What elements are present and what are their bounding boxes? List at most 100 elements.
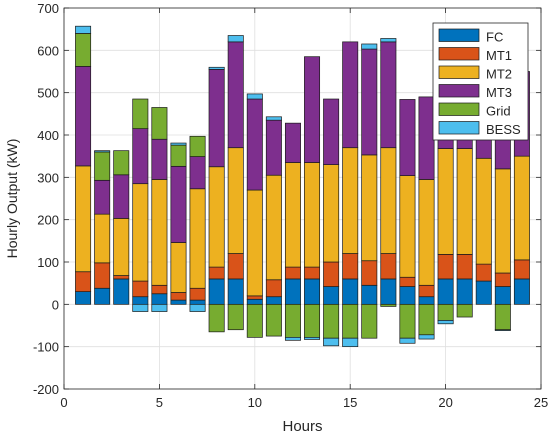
bar-bess-hour-14 bbox=[323, 337, 340, 347]
bar-mt1-hour-20 bbox=[437, 254, 454, 280]
bar-bess-hour-15 bbox=[342, 337, 359, 348]
bar-grid-hour-17 bbox=[380, 303, 397, 307]
bar-fc-hour-2 bbox=[94, 287, 111, 305]
bar-mt2-hour-10 bbox=[246, 189, 263, 297]
bar-fc-hour-12 bbox=[284, 278, 301, 305]
bar-fc-hour-22 bbox=[475, 280, 492, 305]
bar-mt1-hour-2 bbox=[94, 262, 111, 289]
x-tick-label: 20 bbox=[438, 395, 452, 410]
legend-label-fc: FC bbox=[486, 29, 503, 44]
bar-mt2-hour-5 bbox=[151, 179, 168, 286]
bar-mt3-hour-18 bbox=[399, 99, 416, 176]
x-tick-label: 5 bbox=[156, 395, 163, 410]
bar-mt3-hour-17 bbox=[380, 41, 397, 149]
bar-bess-hour-20 bbox=[437, 320, 454, 325]
bar-bess-hour-13 bbox=[304, 337, 321, 340]
bar-mt2-hour-18 bbox=[399, 175, 416, 278]
bar-mt2-hour-13 bbox=[304, 162, 321, 268]
bar-mt2-hour-11 bbox=[265, 174, 282, 281]
bar-fc-hour-6 bbox=[170, 299, 187, 305]
bar-grid-hour-1 bbox=[75, 33, 92, 67]
bar-fc-hour-14 bbox=[323, 286, 340, 305]
bar-bess-hour-2 bbox=[94, 150, 111, 153]
legend-label-mt2: MT2 bbox=[486, 66, 512, 81]
bar-fc-hour-18 bbox=[399, 286, 416, 305]
bar-fc-hour-7 bbox=[189, 299, 206, 305]
bar-bess-hour-17 bbox=[380, 38, 397, 43]
bar-mt3-hour-11 bbox=[265, 119, 282, 176]
bar-mt2-hour-20 bbox=[437, 148, 454, 255]
bar-mt2-hour-14 bbox=[323, 164, 340, 263]
bar-mt3-hour-6 bbox=[170, 165, 187, 243]
bar-mt2-hour-21 bbox=[456, 148, 473, 255]
bar-fc-hour-11 bbox=[265, 296, 282, 305]
bar-fc-hour-23 bbox=[494, 286, 511, 305]
bar-mt2-hour-2 bbox=[94, 213, 111, 264]
bar-grid-hour-14 bbox=[323, 303, 340, 339]
bar-mt3-hour-10 bbox=[246, 98, 263, 191]
bar-bess-hour-6 bbox=[170, 142, 187, 146]
bar-grid-hour-15 bbox=[342, 303, 359, 339]
bar-grid-hour-16 bbox=[361, 303, 378, 339]
y-tick-label: -200 bbox=[33, 382, 59, 397]
bar-mt1-hour-7 bbox=[189, 287, 206, 301]
legend-label-mt1: MT1 bbox=[486, 48, 512, 63]
bar-mt3-hour-5 bbox=[151, 138, 168, 180]
bar-mt2-hour-16 bbox=[361, 154, 378, 262]
bar-mt1-hour-19 bbox=[418, 284, 435, 298]
bar-mt3-hour-12 bbox=[284, 122, 301, 163]
bar-fc-hour-19 bbox=[418, 296, 435, 305]
y-tick-label: 100 bbox=[37, 255, 59, 270]
bar-grid-hour-2 bbox=[94, 151, 111, 181]
bar-mt2-hour-22 bbox=[475, 157, 492, 265]
bar-fc-hour-17 bbox=[380, 278, 397, 305]
bar-mt3-hour-3 bbox=[113, 174, 130, 219]
bar-mt1-hour-11 bbox=[265, 279, 282, 298]
bar-mt3-hour-13 bbox=[304, 56, 321, 163]
legend-box bbox=[432, 22, 529, 141]
bar-mt1-hour-4 bbox=[132, 280, 149, 298]
bar-grid-hour-12 bbox=[284, 303, 301, 338]
legend-swatch-mt3 bbox=[438, 84, 480, 98]
y-tick-label: 0 bbox=[52, 297, 59, 312]
bar-bess-hour-18 bbox=[399, 337, 416, 344]
bar-fc-hour-9 bbox=[227, 278, 244, 305]
bar-mt2-hour-1 bbox=[75, 165, 92, 273]
bar-fc-hour-1 bbox=[75, 291, 92, 305]
plot-frame bbox=[63, 7, 542, 390]
bar-mt2-hour-4 bbox=[132, 183, 149, 282]
bar-grid-hour-5 bbox=[151, 107, 168, 140]
bar-mt1-hour-15 bbox=[342, 253, 359, 280]
bar-mt3-hour-19 bbox=[418, 96, 435, 180]
y-tick-label: 600 bbox=[37, 43, 59, 58]
bar-fc-hour-20 bbox=[437, 278, 454, 305]
bar-mt3-hour-16 bbox=[361, 48, 378, 156]
bar-mt1-hour-24 bbox=[513, 259, 530, 280]
bar-mt1-hour-8 bbox=[208, 266, 225, 280]
bar-mt3-hour-9 bbox=[227, 41, 244, 149]
bar-mt2-hour-12 bbox=[284, 162, 301, 268]
bar-grid-hour-8 bbox=[208, 303, 225, 333]
legend-swatch-bess bbox=[438, 121, 480, 135]
bar-mt3-hour-15 bbox=[342, 41, 359, 149]
axis-ticks: -200 -100 0 100 200 300 400 500 600 700 0 5 10 15 20 25 bbox=[33, 1, 548, 410]
bar-mt1-hour-1 bbox=[75, 271, 92, 292]
bar-fc-hour-4 bbox=[132, 296, 149, 305]
legend-label-grid: Grid bbox=[486, 103, 511, 118]
bar-grid-hour-3 bbox=[113, 150, 130, 176]
bar-mt2-hour-9 bbox=[227, 147, 244, 254]
bar-bess-hour-23 bbox=[494, 329, 511, 331]
bar-bess-hour-9 bbox=[227, 35, 244, 43]
bar-mt2-hour-7 bbox=[189, 188, 206, 289]
bar-mt3-hour-7 bbox=[189, 156, 206, 190]
bar-mt1-hour-12 bbox=[284, 266, 301, 280]
bar-grid-hour-11 bbox=[265, 303, 282, 337]
bar-fc-hour-5 bbox=[151, 293, 168, 305]
bar-mt1-hour-22 bbox=[475, 263, 492, 282]
bar-bess-hour-5 bbox=[151, 303, 168, 312]
bar-grid-hour-6 bbox=[170, 144, 187, 167]
bar-mt1-hour-13 bbox=[304, 266, 321, 280]
bar-grid-hour-19 bbox=[418, 303, 435, 336]
bar-mt1-hour-6 bbox=[170, 292, 187, 301]
